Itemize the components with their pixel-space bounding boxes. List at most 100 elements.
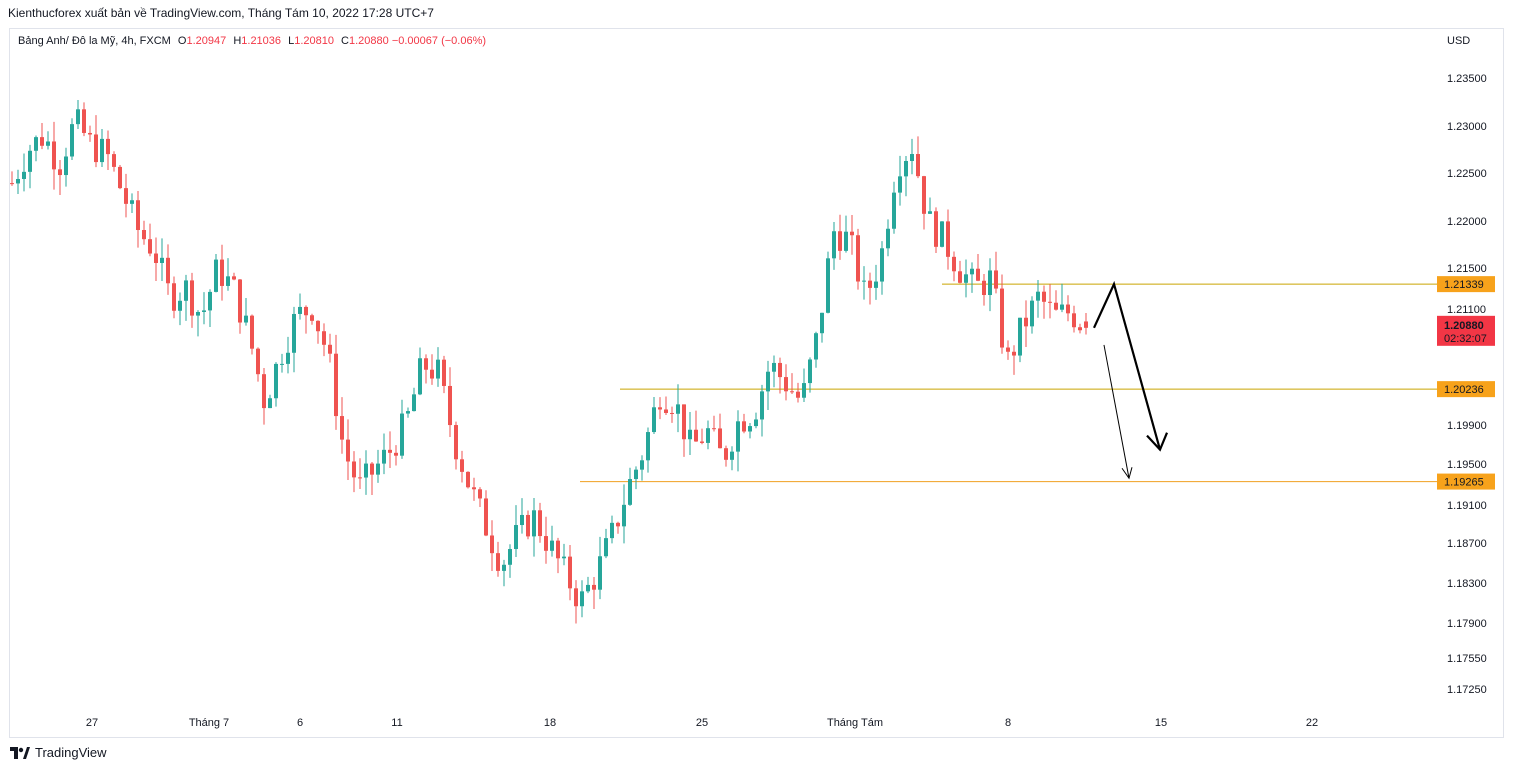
y-tick-label: 1.22500 — [1447, 168, 1487, 180]
candle — [796, 382, 800, 403]
candle — [928, 197, 932, 214]
candle — [364, 450, 368, 495]
low-label: L — [288, 35, 295, 47]
tradingview-brand[interactable]: TradingView — [10, 745, 107, 760]
candle — [820, 312, 824, 343]
candle — [418, 347, 422, 396]
candle — [1012, 345, 1016, 375]
candle — [262, 367, 266, 425]
candle — [670, 406, 674, 423]
candle — [154, 237, 158, 281]
y-tick-label: 1.22000 — [1447, 216, 1487, 228]
x-tick-label: 25 — [696, 717, 708, 729]
candle — [448, 367, 452, 437]
candle — [436, 347, 440, 387]
symbol-legend: Bảng Anh/ Đô la Mỹ, 4h, FXCM O1.20947 H1… — [18, 35, 486, 47]
candle — [550, 525, 554, 557]
candle — [730, 446, 734, 471]
candle — [964, 259, 968, 298]
x-tick-label: Tháng Tám — [827, 717, 883, 729]
tradingview-logo-icon — [10, 746, 30, 759]
candle — [1084, 312, 1088, 335]
candle — [232, 272, 236, 281]
candle — [82, 102, 86, 137]
candle — [598, 536, 602, 600]
candle — [610, 515, 614, 544]
candle — [934, 207, 938, 253]
candle — [316, 320, 320, 344]
candle — [1036, 279, 1040, 318]
y-tick-label: 1.18300 — [1447, 578, 1487, 590]
candle — [178, 292, 182, 326]
candle — [508, 544, 512, 578]
candle — [334, 334, 338, 430]
candle — [544, 516, 548, 564]
candle — [454, 421, 458, 470]
x-tick-label: 6 — [297, 717, 303, 729]
candle — [166, 244, 170, 295]
candle — [694, 410, 698, 442]
candle — [340, 397, 344, 454]
level-price-tag: 1.20236 — [1437, 381, 1495, 398]
level-price-tag: 1.19265 — [1437, 473, 1495, 490]
x-tick-label: 11 — [391, 717, 402, 729]
candle — [208, 289, 212, 328]
candle — [844, 215, 848, 253]
candle — [862, 266, 866, 300]
candle — [754, 412, 758, 429]
candle — [466, 471, 470, 489]
candle — [70, 118, 74, 161]
candle — [748, 422, 752, 439]
candle — [772, 355, 776, 388]
currency-label: USD — [1447, 35, 1470, 47]
candle — [280, 353, 284, 373]
candle — [802, 368, 806, 402]
high-value: 1.21036 — [241, 35, 282, 47]
candle — [766, 360, 770, 411]
candle — [382, 433, 386, 475]
y-tick-label: 1.23000 — [1447, 121, 1487, 133]
candle — [190, 272, 194, 328]
candle — [700, 428, 704, 445]
y-tick-label: 1.18700 — [1447, 538, 1487, 550]
candle — [226, 258, 230, 291]
candle — [460, 450, 464, 483]
candle — [520, 498, 524, 534]
candle — [40, 123, 44, 150]
candle — [490, 520, 494, 571]
candle — [214, 254, 218, 293]
brand-name: TradingView — [35, 745, 107, 760]
forecast-arrow-secondary[interactable] — [1103, 344, 1133, 480]
candle — [706, 420, 710, 450]
candle — [1006, 340, 1010, 360]
candle — [712, 415, 716, 432]
publisher-line: Kienthucforex xuất bản về TradingView.co… — [8, 6, 434, 20]
y-tick-label: 1.21500 — [1447, 263, 1487, 275]
candle — [142, 220, 146, 245]
candle — [886, 219, 890, 257]
candle — [124, 173, 128, 218]
candle — [412, 387, 416, 412]
candle — [880, 241, 884, 295]
candle — [1024, 300, 1028, 347]
candle — [904, 155, 908, 197]
candle — [976, 253, 980, 282]
close-label: C — [341, 35, 349, 47]
candle — [1078, 323, 1082, 334]
candle — [1030, 296, 1034, 334]
open-label: O — [177, 35, 187, 47]
candle — [688, 411, 692, 455]
candle — [202, 292, 206, 325]
candle — [442, 355, 446, 394]
candle — [652, 397, 656, 435]
candle — [496, 541, 500, 577]
forecast-arrow-main[interactable] — [1092, 280, 1169, 452]
candle — [286, 336, 290, 374]
candle — [586, 576, 590, 594]
candle — [22, 153, 26, 192]
candle — [268, 394, 272, 409]
candle — [790, 373, 794, 394]
candle — [982, 273, 986, 306]
